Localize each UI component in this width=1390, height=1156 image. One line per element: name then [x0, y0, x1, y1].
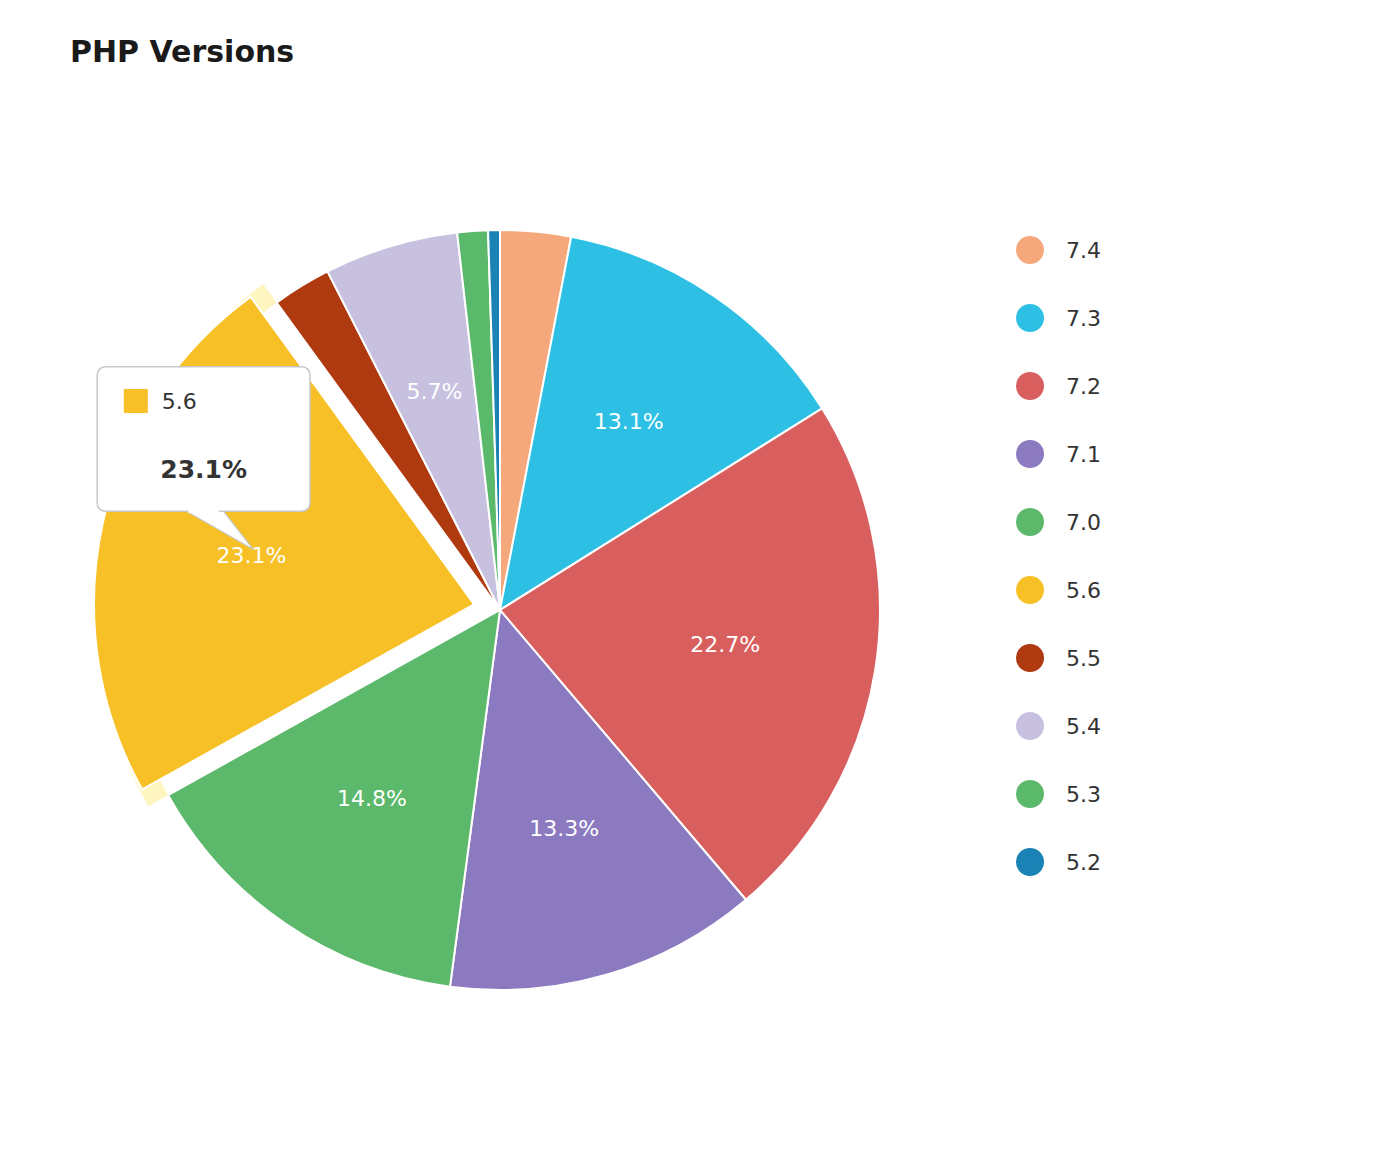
legend-item: 5.3 [1016, 780, 1101, 808]
legend-label: 5.3 [1066, 782, 1101, 807]
legend-item: 7.1 [1016, 440, 1101, 468]
pie [94, 230, 880, 990]
pie-slice [488, 230, 500, 610]
legend-swatch [1016, 236, 1044, 264]
tooltip-box [97, 367, 310, 511]
legend-item: 5.2 [1016, 848, 1101, 876]
tooltip-swatch [124, 389, 148, 413]
legend: 7.4 7.3 7.2 7.1 7.0 5.6 5.5 5.4 5.3 5.2 [1016, 236, 1101, 876]
legend-label: 5.6 [1066, 578, 1101, 603]
legend-label: 7.1 [1066, 442, 1101, 467]
legend-label: 5.2 [1066, 850, 1101, 875]
legend-label: 7.0 [1066, 510, 1101, 535]
legend-label: 7.2 [1066, 374, 1101, 399]
legend-item: 7.0 [1016, 508, 1101, 536]
legend-item: 5.4 [1016, 712, 1101, 740]
legend-label: 7.4 [1066, 238, 1101, 263]
legend-swatch [1016, 780, 1044, 808]
data-label: 5.7% [406, 379, 462, 404]
legend-label: 7.3 [1066, 306, 1101, 331]
tooltip-cover [188, 509, 218, 513]
legend-swatch [1016, 508, 1044, 536]
legend-label: 5.5 [1066, 646, 1101, 671]
pie-slice [500, 408, 880, 899]
legend-swatch [1016, 304, 1044, 332]
legend-swatch [1016, 848, 1044, 876]
title: PHP Versions [70, 34, 294, 69]
legend-swatch [1016, 712, 1044, 740]
legend-item: 7.2 [1016, 372, 1101, 400]
legend-swatch [1016, 440, 1044, 468]
pie-slice [457, 230, 500, 610]
tooltip-pointer [185, 510, 253, 549]
chart: PHP Versions 13.1% 22.7% 13.3% 14.8% 23.1% 5.7… [0, 0, 1390, 1156]
tooltip-value: 23.1% [160, 455, 247, 484]
data-label: 13.1% [594, 409, 664, 434]
legend-label: 5.4 [1066, 714, 1101, 739]
data-label: 13.3% [529, 816, 599, 841]
legend-item: 5.5 [1016, 644, 1101, 672]
pie-slice [450, 610, 746, 990]
tooltip: 5.6 23.1% [97, 367, 310, 549]
legend-swatch [1016, 576, 1044, 604]
legend-item: 7.3 [1016, 304, 1101, 332]
legend-item: 5.6 [1016, 576, 1101, 604]
legend-swatch [1016, 372, 1044, 400]
tooltip-label: 5.6 [162, 389, 197, 414]
legend-item: 7.4 [1016, 236, 1101, 264]
legend-swatch [1016, 644, 1044, 672]
data-label: 22.7% [690, 632, 760, 657]
data-label: 14.8% [337, 786, 407, 811]
